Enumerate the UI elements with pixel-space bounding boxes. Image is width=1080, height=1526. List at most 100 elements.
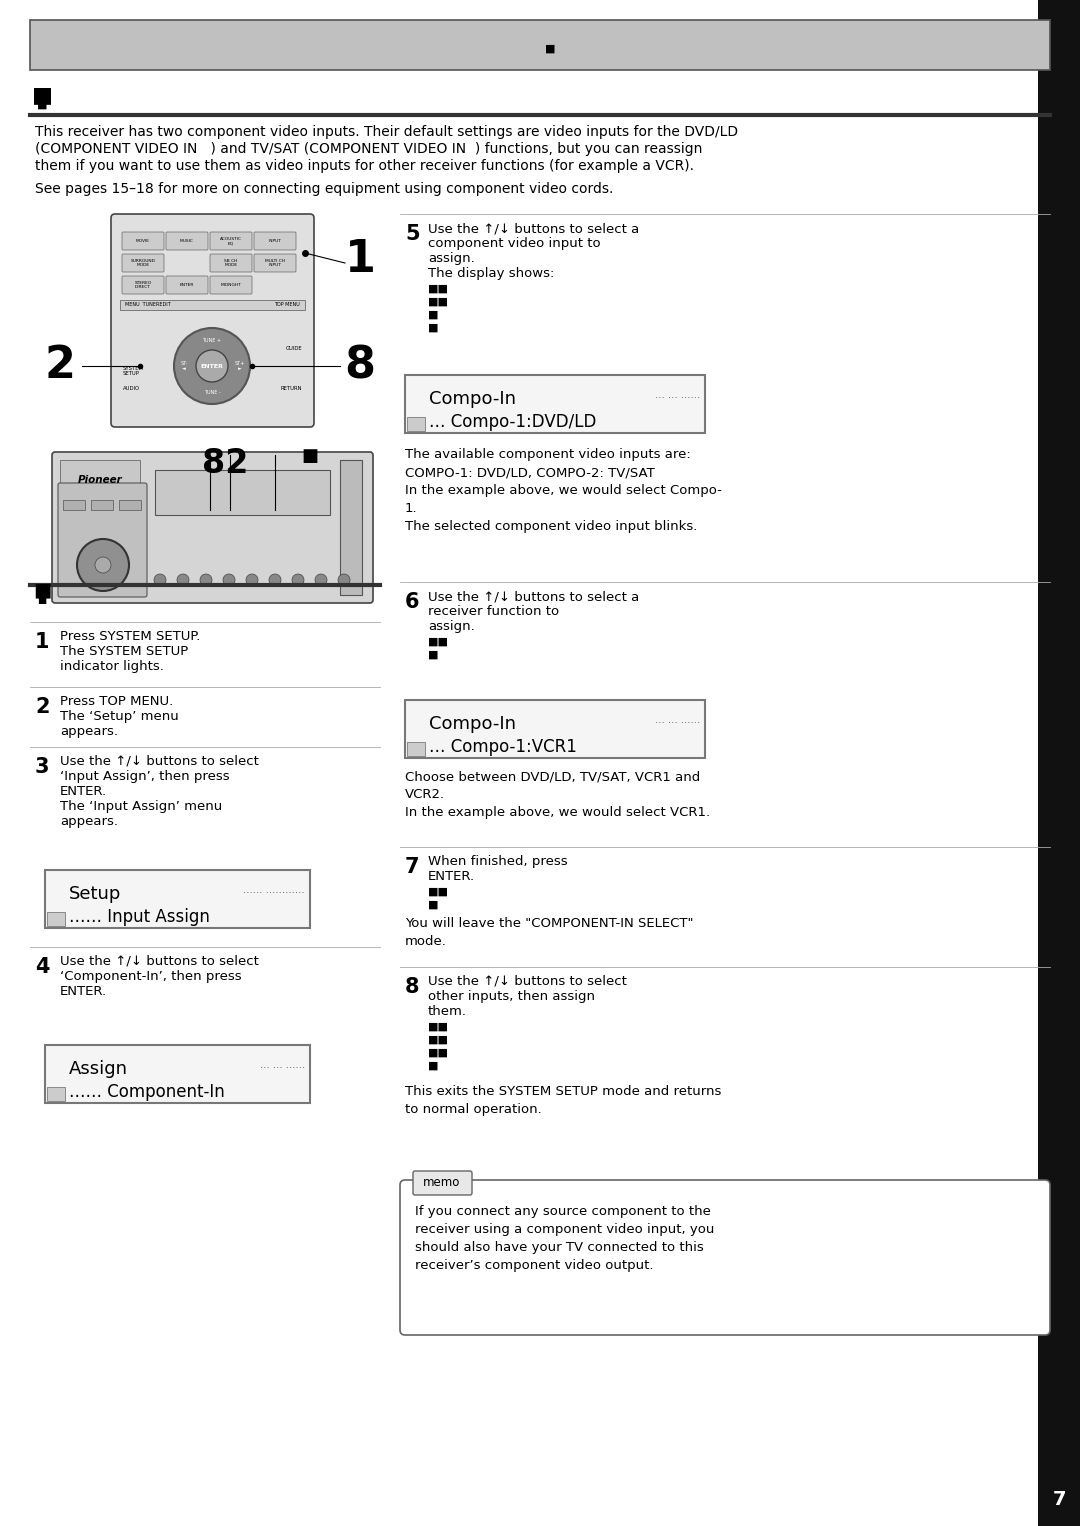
Text: ‘Input Assign’, then press: ‘Input Assign’, then press bbox=[60, 771, 230, 783]
Text: … Compo-1:VCR1: … Compo-1:VCR1 bbox=[429, 739, 577, 755]
Text: (COMPONENT VIDEO IN   ) and TV/SAT (COMPONENT VIDEO IN  ) functions, but you can: (COMPONENT VIDEO IN ) and TV/SAT (COMPON… bbox=[35, 142, 702, 156]
Bar bbox=[91, 501, 113, 510]
Text: ■: ■ bbox=[428, 1061, 438, 1071]
Circle shape bbox=[200, 574, 212, 586]
Circle shape bbox=[292, 574, 303, 586]
Text: TOP MENU: TOP MENU bbox=[274, 302, 300, 308]
Text: TUNE -: TUNE - bbox=[204, 389, 220, 395]
Text: 2: 2 bbox=[35, 697, 50, 717]
FancyBboxPatch shape bbox=[166, 232, 208, 250]
FancyBboxPatch shape bbox=[254, 232, 296, 250]
FancyBboxPatch shape bbox=[122, 253, 164, 272]
Text: ■■: ■■ bbox=[428, 284, 449, 295]
Circle shape bbox=[154, 574, 166, 586]
Bar bbox=[405, 700, 705, 758]
Bar bbox=[45, 1045, 310, 1103]
Bar bbox=[48, 913, 65, 926]
Circle shape bbox=[177, 574, 189, 586]
Text: The display shows:: The display shows: bbox=[428, 267, 554, 279]
Bar bbox=[30, 20, 1050, 70]
Text: ENTER: ENTER bbox=[201, 363, 224, 368]
Text: 6: 6 bbox=[405, 592, 419, 612]
Text: memo: memo bbox=[423, 1177, 461, 1189]
Text: 2: 2 bbox=[44, 345, 76, 388]
Text: This exits the SYSTEM SETUP mode and returns
to normal operation.: This exits the SYSTEM SETUP mode and ret… bbox=[405, 1085, 721, 1116]
Text: STEREO
DIRECT: STEREO DIRECT bbox=[134, 281, 151, 290]
Circle shape bbox=[315, 574, 327, 586]
Circle shape bbox=[222, 574, 235, 586]
Text: ■: ■ bbox=[301, 447, 319, 465]
Text: assign.: assign. bbox=[428, 252, 475, 266]
Text: …… …………: …… ………… bbox=[243, 885, 305, 896]
Text: indicator lights.: indicator lights. bbox=[60, 661, 164, 673]
Text: ENTER: ENTER bbox=[179, 282, 194, 287]
Text: ST-
◄: ST- ◄ bbox=[180, 360, 188, 371]
Text: ‘Component-In’, then press: ‘Component-In’, then press bbox=[60, 971, 242, 983]
Bar bbox=[119, 501, 141, 510]
Text: them.: them. bbox=[428, 1006, 467, 1018]
Circle shape bbox=[77, 539, 129, 591]
Text: other inputs, then assign: other inputs, then assign bbox=[428, 990, 595, 1003]
Text: If you connect any source component to the
receiver using a component video inpu: If you connect any source component to t… bbox=[415, 1206, 714, 1273]
Text: receiver function to: receiver function to bbox=[428, 604, 559, 618]
Text: component video input to: component video input to bbox=[428, 237, 600, 250]
Text: INPUT: INPUT bbox=[269, 240, 282, 243]
Text: ■: ■ bbox=[38, 595, 46, 604]
FancyBboxPatch shape bbox=[122, 276, 164, 295]
Circle shape bbox=[246, 574, 258, 586]
FancyBboxPatch shape bbox=[122, 232, 164, 250]
Text: Choose between DVD/LD, TV/SAT, VCR1 and
VCR2.
In the example above, we would sel: Choose between DVD/LD, TV/SAT, VCR1 and … bbox=[405, 771, 711, 819]
Text: … … ……: … … …… bbox=[260, 1061, 305, 1070]
Text: The available component video inputs are:
COMPO-1: DVD/LD, COMPO-2: TV/SAT
In th: The available component video inputs are… bbox=[405, 449, 721, 533]
Text: GUIDE: GUIDE bbox=[285, 345, 302, 351]
Text: 1: 1 bbox=[345, 238, 376, 281]
Text: …… Component-In: …… Component-In bbox=[69, 1083, 225, 1100]
Text: 3: 3 bbox=[35, 757, 50, 777]
Text: MUSIC: MUSIC bbox=[180, 240, 194, 243]
Text: Assign: Assign bbox=[69, 1061, 129, 1077]
Text: …… Input Assign: …… Input Assign bbox=[69, 908, 210, 926]
Text: 82: 82 bbox=[202, 447, 248, 481]
Bar bbox=[156, 470, 330, 514]
Circle shape bbox=[195, 349, 228, 382]
Bar bbox=[407, 417, 426, 430]
Text: See pages 15–18 for more on connecting equipment using component video cords.: See pages 15–18 for more on connecting e… bbox=[35, 182, 613, 195]
Text: Press SYSTEM SETUP.: Press SYSTEM SETUP. bbox=[60, 630, 201, 642]
Text: ■: ■ bbox=[32, 580, 51, 600]
Text: 8: 8 bbox=[405, 977, 419, 996]
FancyBboxPatch shape bbox=[111, 214, 314, 427]
Text: This receiver has two component video inputs. Their default settings are video i: This receiver has two component video in… bbox=[35, 125, 738, 139]
FancyBboxPatch shape bbox=[52, 452, 373, 603]
Text: MULTI CH
INPUT: MULTI CH INPUT bbox=[265, 259, 285, 267]
Circle shape bbox=[269, 574, 281, 586]
Text: AUDIO: AUDIO bbox=[123, 386, 140, 391]
Text: SB CH
MODE: SB CH MODE bbox=[225, 259, 238, 267]
Text: Pioneer: Pioneer bbox=[78, 475, 122, 485]
Text: 4: 4 bbox=[35, 957, 50, 977]
Text: MIDNGHT: MIDNGHT bbox=[220, 282, 241, 287]
Text: Use the ↑/↓ buttons to select a: Use the ↑/↓ buttons to select a bbox=[428, 221, 639, 235]
Text: 5: 5 bbox=[405, 224, 420, 244]
Bar bbox=[120, 301, 305, 310]
Text: appears.: appears. bbox=[60, 815, 118, 829]
Text: Use the ↑/↓ buttons to select a: Use the ↑/↓ buttons to select a bbox=[428, 591, 639, 603]
Bar bbox=[340, 459, 362, 595]
FancyBboxPatch shape bbox=[210, 253, 252, 272]
FancyBboxPatch shape bbox=[58, 484, 147, 597]
Text: assign.: assign. bbox=[428, 620, 475, 633]
Circle shape bbox=[174, 328, 249, 404]
Text: appears.: appears. bbox=[60, 725, 118, 739]
Text: ■: ■ bbox=[37, 101, 48, 110]
Text: ■■: ■■ bbox=[428, 1022, 449, 1032]
Text: ■■: ■■ bbox=[428, 1048, 449, 1058]
Text: 7: 7 bbox=[1052, 1489, 1066, 1509]
Text: ■■: ■■ bbox=[428, 636, 449, 647]
Text: ■: ■ bbox=[428, 324, 438, 333]
Text: Press TOP MENU.: Press TOP MENU. bbox=[60, 694, 173, 708]
Text: When finished, press: When finished, press bbox=[428, 855, 568, 868]
FancyBboxPatch shape bbox=[413, 1170, 472, 1195]
Text: ■■: ■■ bbox=[428, 1035, 449, 1045]
Text: TUNE +: TUNE + bbox=[203, 337, 221, 342]
Text: 8: 8 bbox=[345, 345, 376, 388]
Circle shape bbox=[95, 557, 111, 572]
